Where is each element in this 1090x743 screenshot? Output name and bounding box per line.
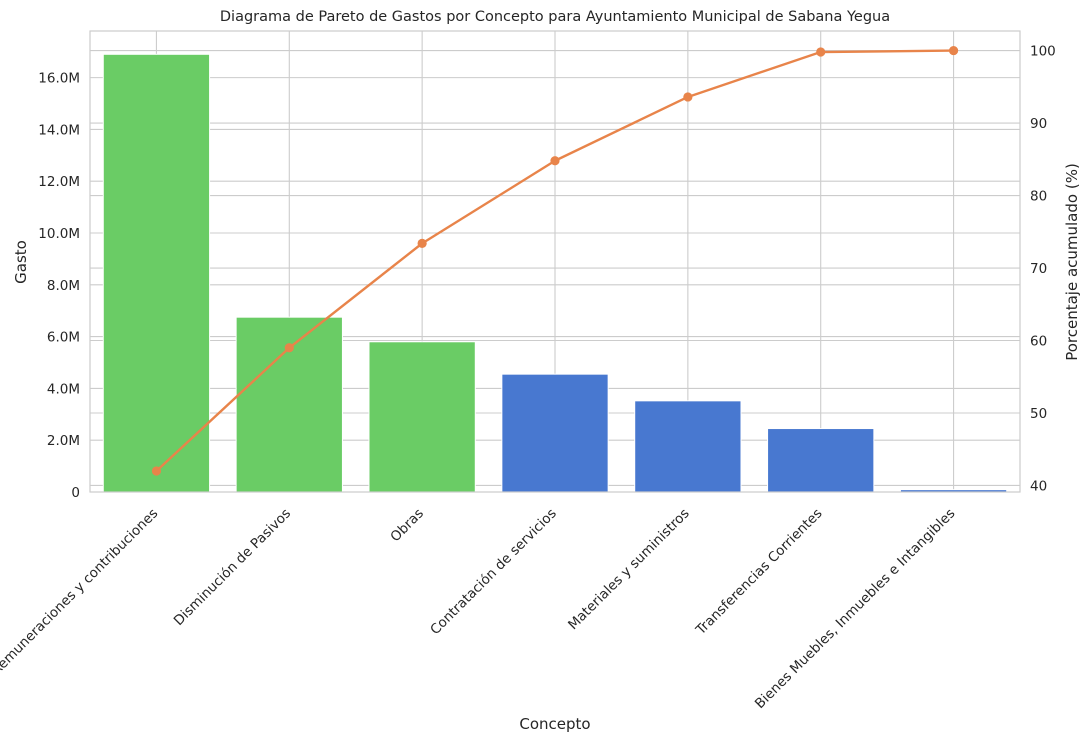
y2-tick-label-1: 50: [1030, 406, 1047, 422]
x-tick-label-5: Transferencias Corrientes: [692, 506, 825, 639]
x-tick-label-3: Contratación de servicios: [427, 506, 560, 639]
cumulative-point-2: [417, 238, 427, 248]
y2-tick-label-2: 60: [1030, 334, 1047, 350]
x-axis-label: Concepto: [519, 715, 590, 733]
y2-axis-label: Porcentaje acumulado (%): [1063, 163, 1081, 361]
bar-4: [634, 400, 742, 493]
y-tick-label-4: 8.0M: [47, 278, 80, 294]
y2-tick-label-6: 100: [1030, 44, 1056, 60]
x-tick-label-4: Materiales y suministros: [565, 506, 693, 634]
bars: [102, 53, 1008, 493]
x-tick-label-1: Disminución de Pasivos: [171, 506, 294, 629]
cumulative-point-0: [151, 466, 162, 476]
bar-3: [501, 373, 609, 493]
y-axis-label: Gasto: [12, 240, 30, 284]
y-tick-label-5: 10.0M: [38, 226, 80, 242]
y-tick-label-2: 4.0M: [47, 381, 80, 397]
cumulative-point-4: [683, 92, 693, 102]
y2-tick-label-3: 70: [1030, 261, 1047, 277]
cumulative-point-5: [816, 47, 826, 57]
y-tick-label-8: 16.0M: [38, 71, 80, 87]
bar-2: [368, 341, 476, 493]
bar-5: [767, 428, 875, 493]
y2-tick-label-4: 80: [1030, 189, 1047, 205]
x-tick-label-0: Remuneraciones y contribuciones: [0, 506, 161, 679]
bar-0: [102, 53, 211, 493]
y2-tick-label-5: 90: [1030, 116, 1047, 132]
cumulative-point-1: [284, 343, 294, 353]
y-tick-label-7: 14.0M: [38, 122, 80, 138]
y-tick-label-1: 2.0M: [47, 433, 80, 449]
cumulative-line: [151, 45, 959, 476]
y-tick-label-6: 12.0M: [38, 174, 80, 190]
chart-title: Diagrama de Pareto de Gastos por Concept…: [220, 9, 890, 25]
y-tick-label-0: 0: [71, 485, 80, 501]
x-tick-label-2: Obras: [387, 506, 427, 546]
y-tick-label-3: 6.0M: [47, 330, 80, 346]
cumulative-point-6: [948, 45, 959, 56]
y2-tick-label-0: 40: [1030, 478, 1047, 494]
plot-frame: [89, 30, 1021, 493]
cumulative-point-3: [550, 156, 560, 166]
